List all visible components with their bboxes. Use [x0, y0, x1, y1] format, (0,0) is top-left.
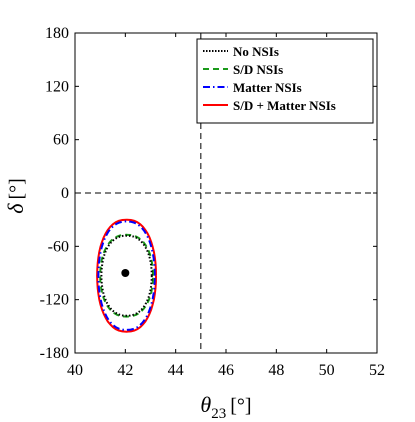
- contour-layer: [96, 218, 157, 333]
- y-tick-label: 0: [61, 185, 69, 202]
- y-tick-label: 60: [53, 132, 69, 149]
- x-axis-label-unit: [°]: [230, 395, 251, 417]
- x-tick-label: 48: [268, 362, 284, 379]
- best-fit-point: [121, 269, 130, 277]
- x-axis-ticks: 40 42 44 46 48 50 52: [67, 33, 385, 379]
- y-tick-label: 180: [45, 25, 69, 42]
- y-tick-label: -60: [48, 238, 69, 255]
- x-tick-label: 52: [369, 362, 385, 379]
- contour-no-nsis: [100, 234, 153, 317]
- x-axis-label-symbol: θ: [200, 392, 211, 417]
- x-tick-label: 40: [67, 362, 83, 379]
- legend-box: [196, 38, 374, 124]
- y-tick-label: -180: [40, 345, 69, 362]
- y-tick-label: -120: [40, 292, 69, 309]
- legend-label: Matter NSIs: [233, 80, 302, 95]
- x-axis-label: θ23 [°]: [200, 392, 251, 422]
- x-axis-label-subscript: 23: [211, 406, 226, 422]
- legend-items: No NSIs S/D NSIs Matter NSIs S/D + Matter N…: [203, 44, 336, 113]
- x-tick-label: 50: [319, 362, 335, 379]
- legend-label: S/D NSIs: [233, 62, 283, 77]
- contour-matter-nsis: [97, 220, 156, 331]
- legend-label: No NSIs: [233, 44, 279, 59]
- legend: No NSIs S/D NSIs Matter NSIs S/D + Matter N…: [196, 38, 374, 124]
- y-axis-label-unit: [°]: [6, 178, 28, 199]
- contour-s-d-matter-nsis: [96, 218, 157, 333]
- x-tick-label: 42: [117, 362, 133, 379]
- y-axis-label: δ [°]: [3, 178, 28, 214]
- legend-label: S/D + Matter NSIs: [233, 98, 336, 113]
- x-tick-label: 44: [168, 362, 184, 379]
- y-axis-ticks: -180 -120 -60 0 60 120 180: [40, 25, 377, 362]
- y-tick-label: 120: [45, 78, 69, 95]
- y-axis-label-symbol: δ: [3, 203, 28, 214]
- x-tick-label: 46: [218, 362, 234, 379]
